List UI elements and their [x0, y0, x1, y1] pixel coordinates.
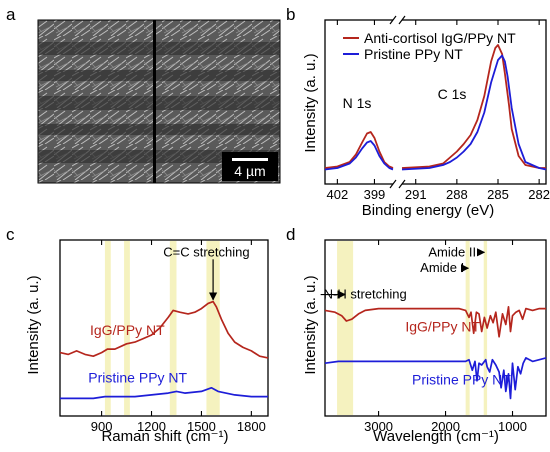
- ftir-series-label-pristine-ppy: Pristine PPy NT: [412, 371, 511, 387]
- ftir-series-label-igg-ppy: IgG/PPy NT: [405, 319, 480, 335]
- ftir-highlight-band: [465, 241, 470, 415]
- xps-xtick-label: 282: [528, 187, 550, 202]
- legend-label-red: Anti-cortisol IgG/PPy NT: [364, 30, 516, 46]
- scale-bar: [232, 158, 268, 161]
- xps-xtick-label: 291: [405, 187, 427, 202]
- xps-annotation-c1s: C 1s: [438, 86, 467, 102]
- raman-highlight-band: [206, 241, 220, 415]
- ftir-xtick-label: 2000: [431, 419, 460, 434]
- raman-xtick-label: 1200: [137, 419, 166, 434]
- raman-series-label-pristine-ppy: Pristine PPy NT: [88, 370, 187, 386]
- xps-legend: Anti-cortisol IgG/PPy NT Pristine PPy NT: [343, 30, 516, 62]
- ftir-highlight-band: [483, 241, 488, 415]
- sem-divider: [153, 20, 156, 183]
- raman-ylabel: Intensity (a. u.): [25, 275, 42, 374]
- ftir-highlight-band: [337, 241, 354, 415]
- raman-frame: [59, 239, 269, 417]
- xps-annotation-n1s: N 1s: [343, 95, 372, 111]
- ftir-series-igg-ppy: [324, 306, 546, 338]
- ftir-series-pristine-ppy: [324, 357, 547, 400]
- raman-xlabel: Raman shift (cm⁻¹): [101, 428, 228, 445]
- panel-d: d 3000 2000 1000 IgG/PPy NT Pristine PPy NT A…: [286, 225, 547, 445]
- xps-xlabel: Binding energy (eV): [362, 202, 495, 219]
- raman-xtick-label: 1500: [187, 419, 216, 434]
- xps-series-igg-ppy: [401, 44, 546, 169]
- raman-highlight-band: [169, 241, 177, 415]
- panel-a-letter: a: [6, 5, 16, 24]
- xps-xtick-label: 285: [487, 187, 509, 202]
- ftir-frame: [324, 239, 547, 417]
- panel-a: a 4 µm: [6, 5, 281, 184]
- xps-series-igg-ppy: [324, 131, 394, 169]
- axis-break-mark: [389, 15, 397, 25]
- legend-label-blue: Pristine PPy NT: [364, 46, 463, 62]
- raman-annotation: C=C stretching: [163, 244, 249, 259]
- raman-series-label-igg-ppy: IgG/PPy NT: [90, 322, 165, 338]
- raman-highlight-band: [104, 241, 111, 415]
- panel-d-letter: d: [286, 225, 295, 244]
- panel-c-letter: c: [6, 225, 15, 244]
- raman-highlight-band: [124, 241, 130, 415]
- ftir-xtick-label: 3000: [364, 419, 393, 434]
- raman-xtick-label: 1800: [237, 419, 266, 434]
- raman-plot: 900 1200 1500 1800 IgG/PPy NT Pristine PPy NT…: [59, 239, 269, 434]
- ftir-plot: 3000 2000 1000 IgG/PPy NT Pristine PPy NT Ami…: [320, 239, 547, 434]
- ftir-annotation: Amide I: [420, 260, 464, 275]
- xps-xtick-label: 288: [446, 187, 468, 202]
- axis-break-mark: [389, 179, 397, 189]
- axis-break-mark: [398, 179, 406, 189]
- axis-break-gap-top: [393, 16, 402, 24]
- scale-bar-box: [222, 152, 278, 181]
- ftir-annotation: Amide II: [428, 244, 476, 259]
- panel-b: b 402 399 291 288 285 282 Intensity (a. u.) B…: [286, 5, 550, 219]
- ftir-ylabel: Intensity (a. u.): [302, 275, 319, 374]
- panel-c: c 900 1200 1500 1800 IgG/PPy NT Pristine PPy …: [6, 225, 269, 445]
- xps-xtick-label: 399: [364, 187, 386, 202]
- xps-xtick-label: 402: [327, 187, 349, 202]
- xps-series-pristine-ppy: [401, 54, 547, 171]
- raman-series-igg-ppy: [59, 300, 269, 359]
- ftir-xlabel: Wavelength (cm⁻¹): [373, 428, 499, 445]
- xps-series-pristine-ppy: [324, 140, 394, 171]
- sem-bands: [38, 42, 280, 163]
- axis-break-gap: [393, 180, 402, 188]
- raman-series-pristine-ppy: [60, 386, 268, 400]
- scale-bar-label: 4 µm: [234, 163, 265, 179]
- raman-xtick-label: 900: [91, 419, 113, 434]
- ftir-xtick-label: 1000: [498, 419, 527, 434]
- xps-ylabel: Intensity (a. u.): [302, 53, 319, 152]
- panel-b-letter: b: [286, 5, 295, 24]
- xps-plot: 402 399 291 288 285 282: [324, 15, 550, 202]
- xps-frame: [324, 19, 547, 185]
- axis-break-mark: [398, 15, 406, 25]
